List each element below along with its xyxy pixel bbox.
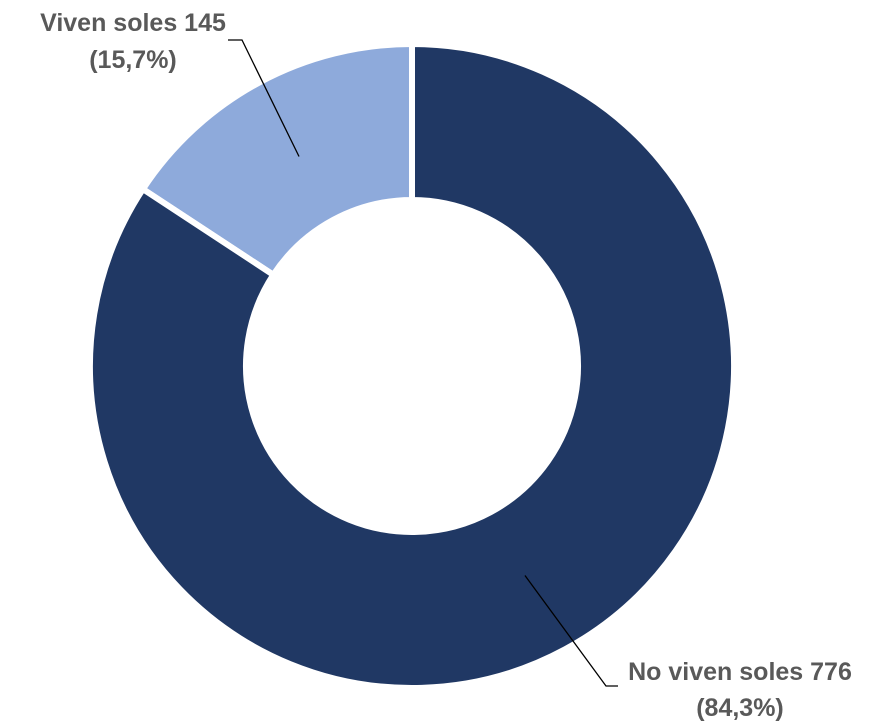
donut-slices — [87, 40, 737, 691]
label-no-viven-soles-line1: No viven soles 776 — [628, 658, 852, 686]
leader-lines — [228, 39, 618, 687]
leader-line-no-viven-soles — [524, 575, 618, 687]
slice-no-viven-soles — [87, 40, 737, 691]
leader-line-viven-soles — [228, 39, 300, 157]
label-no-viven-soles-line2: (84,3%) — [696, 694, 784, 722]
label-viven-soles-line1: Viven soles 145 — [40, 9, 226, 37]
label-viven-soles-line2: (15,7%) — [89, 46, 177, 74]
slice-viven-soles — [138, 40, 415, 279]
